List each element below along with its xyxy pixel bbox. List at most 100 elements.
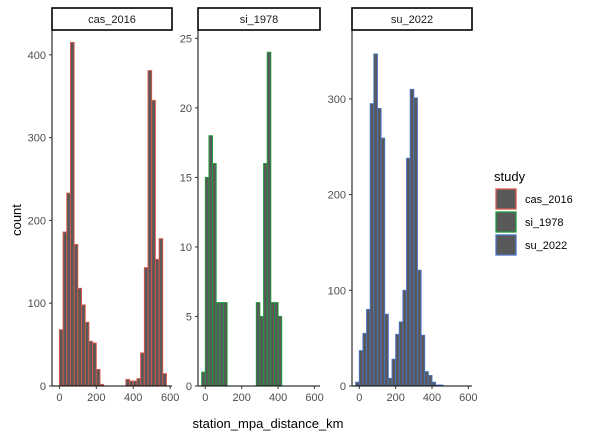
histogram-bar bbox=[204, 176, 210, 387]
histogram-bar bbox=[266, 51, 272, 387]
histogram-bar bbox=[384, 313, 389, 387]
histogram-bar bbox=[366, 308, 371, 387]
histogram-bar bbox=[274, 302, 279, 387]
y-tick-label: 300 bbox=[28, 133, 46, 145]
legend-entry-su_2022: su_2022 bbox=[495, 234, 567, 256]
y-tick-label: 25 bbox=[180, 33, 192, 45]
histogram-bar bbox=[95, 368, 101, 387]
y-tick-label: 0 bbox=[186, 381, 192, 393]
histogram-bar bbox=[136, 378, 142, 387]
histogram-bar bbox=[259, 316, 265, 387]
facet-strip bbox=[197, 7, 321, 31]
histogram-bar bbox=[223, 302, 228, 387]
histogram-bar bbox=[62, 231, 68, 387]
x-tick-label: 400 bbox=[269, 392, 287, 404]
y-tick-label: 10 bbox=[180, 242, 192, 254]
legend-entry-si_1978: si_1978 bbox=[495, 211, 564, 233]
legend-key-swatch bbox=[495, 188, 517, 210]
histogram-bar bbox=[162, 373, 167, 387]
facet-panel-su_2022: su_2022 0 100 200 300 0 200 400 600 bbox=[328, 7, 478, 404]
histogram-bar bbox=[362, 332, 367, 387]
histogram-bar bbox=[413, 97, 418, 387]
histogram-bar bbox=[66, 192, 71, 387]
histogram-bar bbox=[424, 371, 429, 387]
x-tick-label: 0 bbox=[56, 392, 62, 404]
histogram-bar bbox=[387, 377, 393, 387]
x-tick-label: 600 bbox=[305, 392, 323, 404]
histogram-bar bbox=[395, 333, 400, 387]
x-tick-label: 0 bbox=[202, 392, 208, 404]
histogram-bar bbox=[270, 302, 275, 387]
histogram-bar bbox=[391, 358, 397, 387]
facet-panel-si_1978: si_1978 0 5 10 15 20 25 0 200 400 600 bbox=[180, 7, 324, 404]
facet-strip-label: su_2022 bbox=[391, 14, 433, 26]
x-axis-title: station_mpa_distance_km bbox=[192, 416, 343, 431]
y-tick-label: 100 bbox=[28, 298, 46, 310]
histogram-bar bbox=[58, 329, 64, 387]
histogram-bar bbox=[219, 302, 224, 387]
legend: study cas_2016 si_1978 su_2022 bbox=[494, 169, 573, 256]
facet-strip bbox=[51, 7, 173, 31]
histogram-bar bbox=[212, 163, 217, 387]
histogram-bar bbox=[201, 371, 206, 387]
y-axis-title: count bbox=[9, 204, 24, 236]
x-tick-label: 400 bbox=[423, 392, 441, 404]
histogram-bar bbox=[84, 321, 90, 387]
histogram-bar bbox=[406, 157, 411, 387]
facet-panel-cas_2016: cas_2016 0 100 200 300 400 0 200 400 600 bbox=[28, 7, 179, 404]
legend-key-swatch bbox=[495, 234, 517, 256]
histogram-bar bbox=[373, 53, 378, 387]
y-tick-label: 0 bbox=[40, 381, 46, 393]
histogram-bar bbox=[417, 269, 422, 387]
histogram-bar bbox=[277, 316, 283, 387]
x-tick-label: 0 bbox=[356, 392, 362, 404]
histogram-bar bbox=[377, 108, 382, 387]
y-tick-label: 200 bbox=[328, 190, 346, 202]
legend-keys: cas_2016 si_1978 su_2022 bbox=[495, 188, 573, 256]
histogram-bar bbox=[154, 258, 160, 387]
y-tick-label: 0 bbox=[340, 381, 346, 393]
histogram-bar bbox=[132, 380, 138, 387]
histogram-bar bbox=[355, 381, 360, 387]
histogram-bar bbox=[125, 378, 130, 387]
legend-label: su_2022 bbox=[525, 240, 567, 252]
histogram-bar bbox=[143, 267, 149, 387]
histogram-bar bbox=[129, 380, 134, 387]
x-tick-label: 600 bbox=[161, 392, 179, 404]
histogram-bar bbox=[73, 243, 79, 387]
histogram-bar bbox=[81, 304, 86, 387]
legend-title: study bbox=[494, 169, 526, 184]
facet-strip-label: cas_2016 bbox=[88, 14, 136, 26]
histogram-bar bbox=[255, 302, 261, 387]
histogram-bar bbox=[88, 340, 94, 387]
y-tick-label: 300 bbox=[328, 94, 346, 106]
x-tick-label: 400 bbox=[124, 392, 142, 404]
y-tick-label: 400 bbox=[28, 50, 46, 62]
x-tick-label: 600 bbox=[459, 392, 477, 404]
histogram-bar bbox=[420, 334, 426, 387]
histogram-bar bbox=[208, 135, 214, 387]
facet-strip-label: si_1978 bbox=[240, 14, 279, 26]
histogram-bar bbox=[380, 137, 386, 387]
y-tick-label: 5 bbox=[186, 311, 192, 323]
legend-label: si_1978 bbox=[525, 217, 564, 229]
histogram-bar bbox=[358, 350, 364, 387]
histogram-bar bbox=[158, 238, 164, 387]
histogram-bar bbox=[398, 321, 404, 387]
y-tick-label: 20 bbox=[180, 103, 192, 115]
x-tick-label: 200 bbox=[233, 392, 251, 404]
histogram-bar bbox=[70, 41, 75, 387]
y-tick-label: 200 bbox=[28, 215, 46, 227]
histogram-bar bbox=[92, 342, 97, 387]
histogram-bar bbox=[140, 352, 145, 387]
x-tick-label: 200 bbox=[87, 392, 105, 404]
legend-label: cas_2016 bbox=[525, 194, 573, 206]
histogram-bar bbox=[427, 375, 433, 387]
histogram-bar bbox=[215, 302, 221, 387]
histogram-bar bbox=[263, 163, 268, 387]
histogram-bar bbox=[151, 99, 156, 387]
legend-entry-cas_2016: cas_2016 bbox=[495, 188, 573, 210]
histogram-bar bbox=[77, 287, 82, 387]
